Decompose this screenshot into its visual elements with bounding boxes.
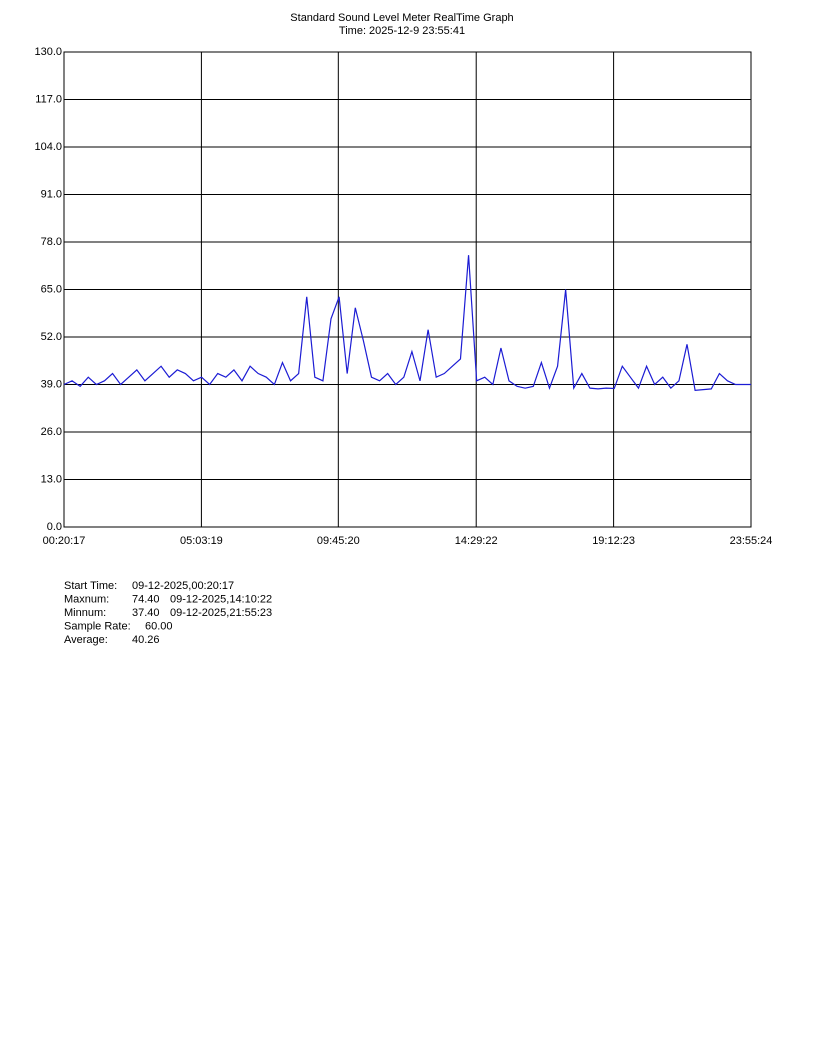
y-tick-label: 65.0 <box>41 283 62 295</box>
stat-value: 40.26 <box>132 634 160 646</box>
x-tick-label: 00:20:17 <box>43 535 86 547</box>
chart-title: Standard Sound Level Meter RealTime Grap… <box>290 12 513 24</box>
x-tick-label: 09:45:20 <box>317 535 360 547</box>
data-line <box>63 255 751 391</box>
stat-value: 09-12-2025,00:20:17 <box>132 580 234 592</box>
x-tick-label: 05:03:19 <box>180 535 223 547</box>
y-tick-label: 117.0 <box>35 93 62 105</box>
stat-value: 37.40 <box>132 607 160 619</box>
chart-subtitle: Time: 2025-12-9 23:55:41 <box>339 25 465 37</box>
stat-label: Average: <box>64 634 108 646</box>
y-tick-label: 39.0 <box>41 378 62 390</box>
y-tick-label: 0.0 <box>47 521 62 533</box>
y-tick-label: 13.0 <box>41 473 62 485</box>
stat-time: 09-12-2025,21:55:23 <box>170 607 272 619</box>
y-tick-label: 26.0 <box>41 426 62 438</box>
y-tick-label: 104.0 <box>34 141 62 153</box>
stat-label: Sample Rate: <box>64 620 131 632</box>
stat-label: Start Time: <box>64 580 117 592</box>
y-tick-label: 130.0 <box>34 46 62 58</box>
x-tick-label: 19:12:23 <box>592 535 635 547</box>
x-tick-label: 23:55:24 <box>730 535 773 547</box>
y-tick-label: 91.0 <box>41 188 62 200</box>
x-tick-label: 14:29:22 <box>455 535 498 547</box>
stat-value: 60.00 <box>145 620 173 632</box>
stat-value: 74.40 <box>132 593 160 605</box>
y-tick-label: 52.0 <box>41 331 62 343</box>
stat-label: Maxnum: <box>64 593 109 605</box>
stat-label: Minnum: <box>64 607 106 619</box>
stat-time: 09-12-2025,14:10:22 <box>170 593 272 605</box>
y-tick-label: 78.0 <box>41 236 62 248</box>
